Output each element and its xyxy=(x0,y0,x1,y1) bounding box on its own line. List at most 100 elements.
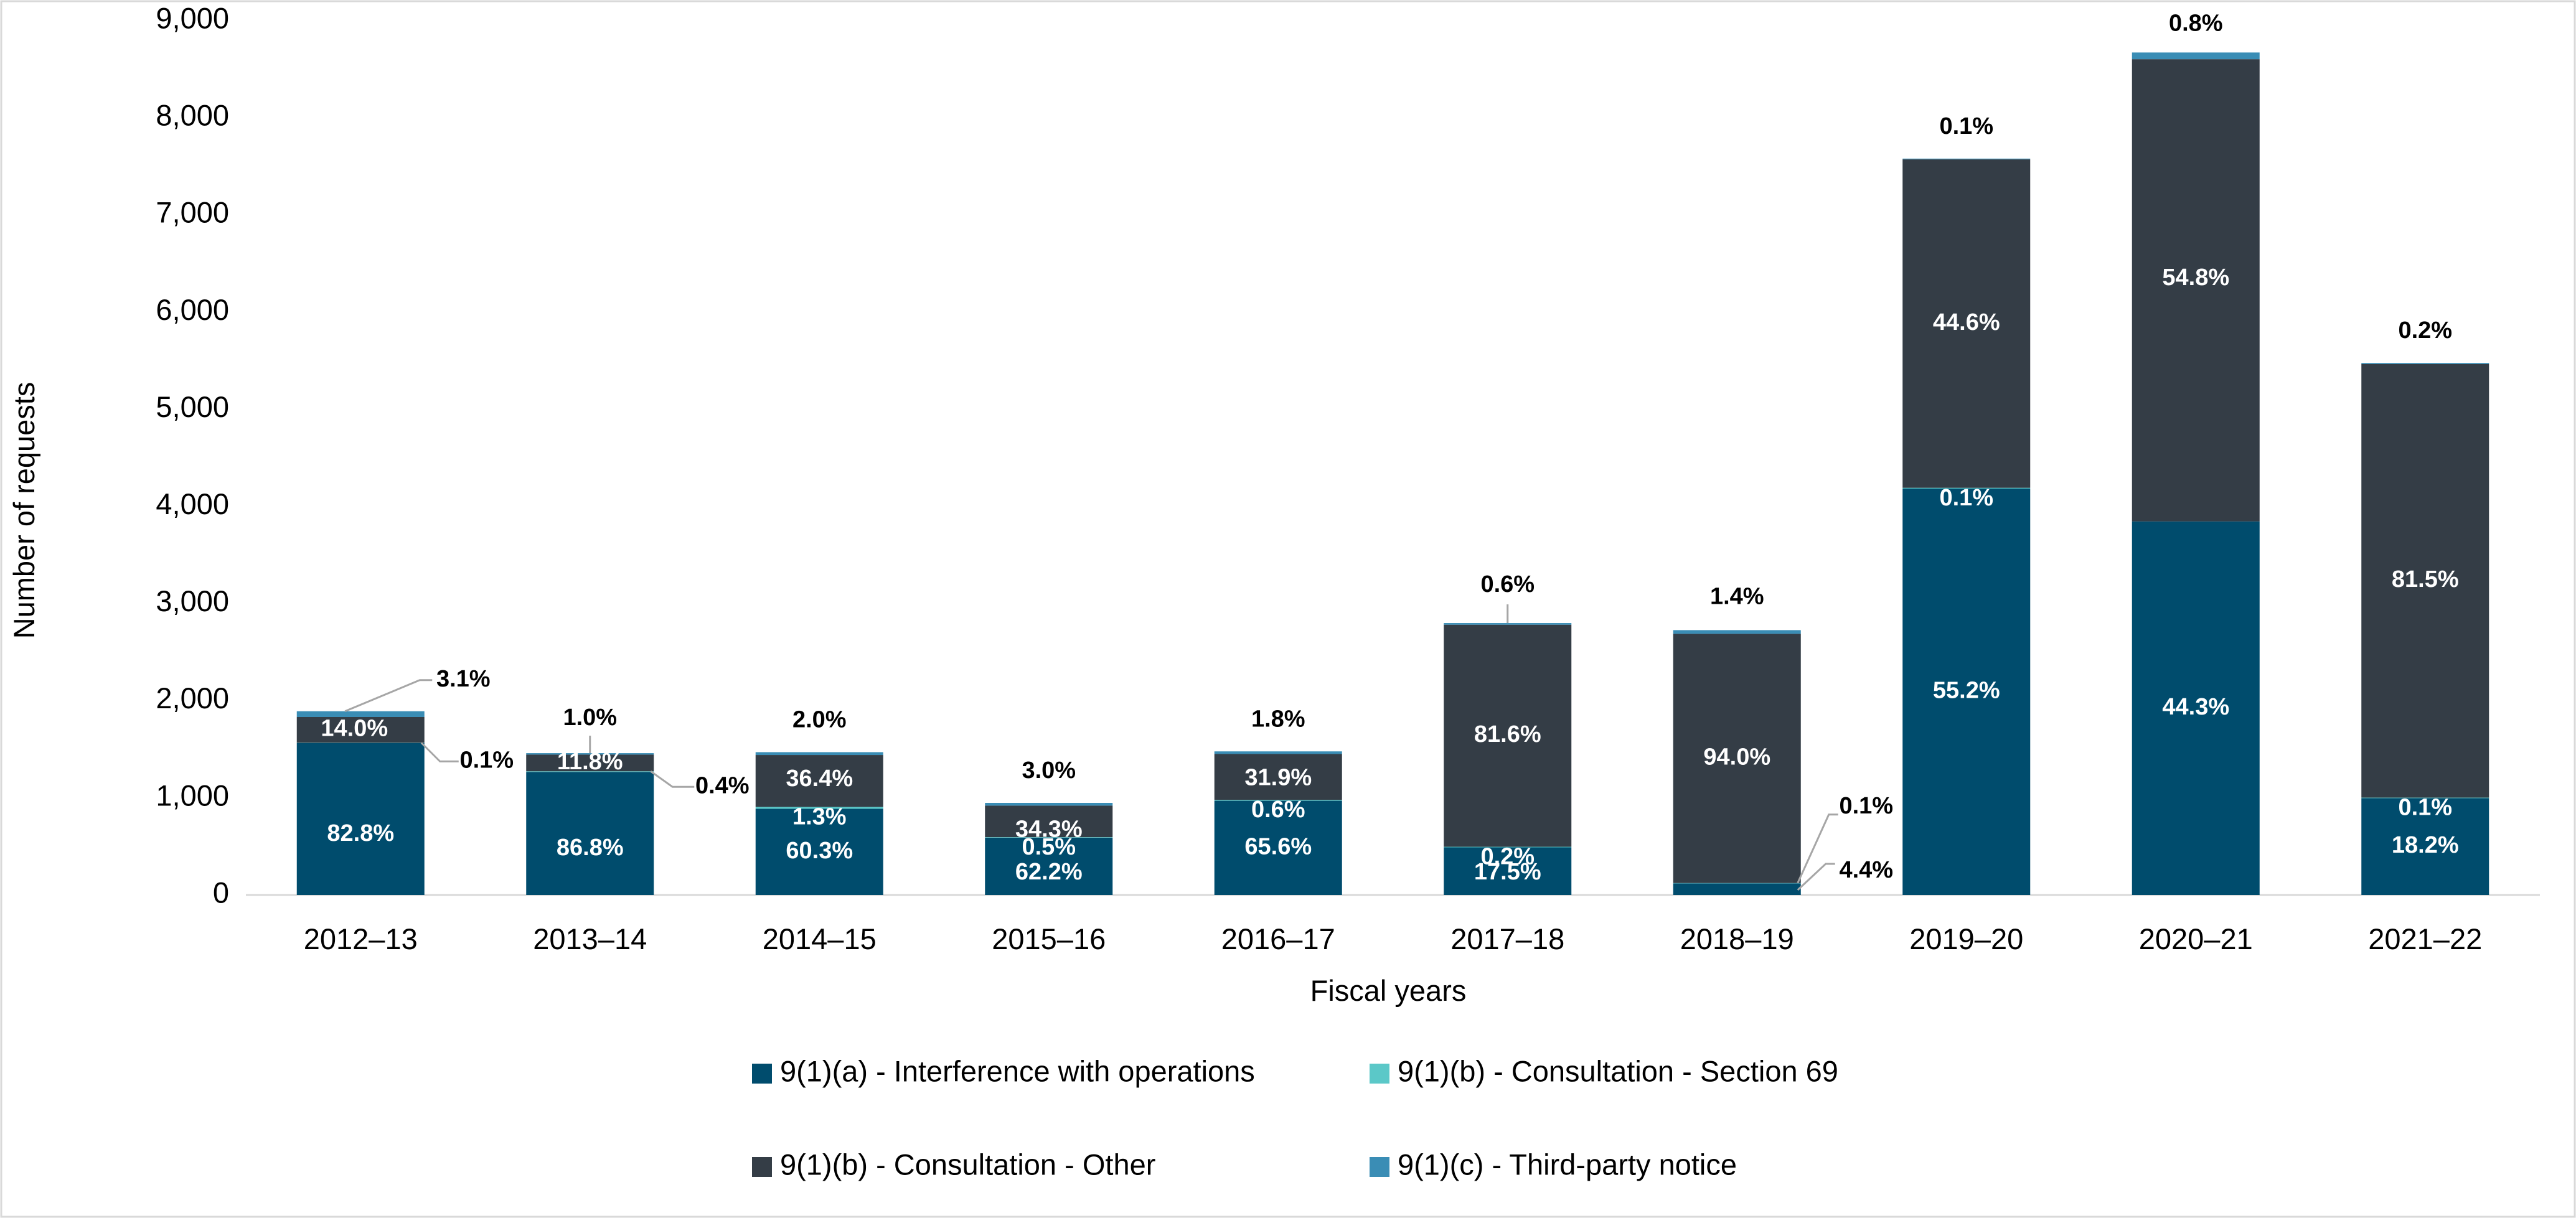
data-label-third-party: 0.8% xyxy=(2169,10,2223,36)
bar-segment xyxy=(1444,847,1572,895)
data-label-third-party: 2.0% xyxy=(792,707,847,733)
legend-label: 9(1)(c) - Third-party notice xyxy=(1398,1148,1737,1181)
legend-swatch xyxy=(1370,1064,1389,1084)
data-label-interference: 82.8% xyxy=(327,820,394,846)
y-tick-label: 2,000 xyxy=(156,682,229,714)
y-tick-label: 7,000 xyxy=(156,196,229,229)
data-label-interference: 55.2% xyxy=(1933,678,2000,704)
y-axis-title: Number of requests xyxy=(7,382,40,639)
legend: 9(1)(a) - Interference with operations 9(… xyxy=(752,1054,1838,1181)
data-labels: 82.8%14.0%0.1%3.1%86.8%11.8%0.4%1.0%60.3… xyxy=(321,10,2459,891)
data-label-third-party: 1.0% xyxy=(563,705,617,731)
x-tick-label: 2019–20 xyxy=(1909,922,2023,955)
bar-segment xyxy=(1902,159,2031,488)
bar-segment xyxy=(985,837,1113,895)
leader-line xyxy=(1797,813,1838,884)
data-label-consultation-other: 34.3% xyxy=(1015,816,1083,842)
bar-segment xyxy=(296,743,425,895)
data-label-consultation-s69: 0.5% xyxy=(1022,834,1076,860)
bar-segment xyxy=(755,808,883,895)
leader-line xyxy=(650,771,695,788)
data-label-interference: 17.5% xyxy=(1474,859,1541,885)
data-label-consultation-other: 54.8% xyxy=(2162,265,2229,291)
legend-swatch xyxy=(752,1157,772,1177)
bar-segment xyxy=(2361,797,2489,799)
data-label-consultation-other: 94.0% xyxy=(1703,744,1770,771)
data-label-consultation-s69: 0.1% xyxy=(2398,795,2452,821)
leader-line xyxy=(344,679,433,713)
bar-segment xyxy=(1444,623,1572,625)
bar-segment xyxy=(1214,800,1342,895)
x-tick-label: 2016–17 xyxy=(1221,922,1335,955)
bar-segment xyxy=(755,807,883,809)
data-label-third-party: 1.4% xyxy=(1710,583,1764,609)
data-label-interference: 4.4% xyxy=(1839,857,1893,883)
bar-segment xyxy=(2361,363,2489,798)
legend-swatch xyxy=(752,1064,772,1084)
legend-item: 9(1)(b) - Consultation - Other xyxy=(752,1148,1155,1181)
bar-segment xyxy=(1673,883,1801,895)
x-axis-title: Fiscal years xyxy=(1310,974,1467,1007)
legend-item: 9(1)(a) - Interference with operations xyxy=(752,1054,1255,1087)
data-label-consultation-other: 36.4% xyxy=(786,766,853,792)
data-label-interference: 18.2% xyxy=(2392,832,2459,858)
leader-line xyxy=(1797,863,1835,891)
data-label-third-party: 0.6% xyxy=(1480,571,1535,597)
bar-segment xyxy=(296,717,425,743)
y-tick-label: 3,000 xyxy=(156,584,229,617)
y-tick-label: 9,000 xyxy=(156,1,229,34)
x-tick-label: 2020–21 xyxy=(2139,922,2253,955)
x-tick-label: 2014–15 xyxy=(763,922,877,955)
legend-swatch xyxy=(1370,1157,1389,1177)
bar-segment xyxy=(985,837,1113,838)
bar-segment xyxy=(985,803,1113,806)
x-tick-label: 2018–19 xyxy=(1680,922,1794,955)
bar-segment xyxy=(526,772,654,895)
data-label-third-party: 0.1% xyxy=(1939,113,1993,139)
data-label-third-party: 0.2% xyxy=(2398,317,2452,344)
bar-segment xyxy=(755,752,883,756)
bar-segment xyxy=(526,753,654,755)
data-label-consultation-s69: 0.1% xyxy=(1839,793,1893,819)
bar-segment xyxy=(526,771,654,772)
legend-label: 9(1)(b) - Consultation - Section 69 xyxy=(1398,1054,1838,1087)
y-tick-label: 1,000 xyxy=(156,779,229,812)
bar-segment xyxy=(2132,521,2260,895)
bar-segment xyxy=(2361,363,2489,364)
y-tick-label: 4,000 xyxy=(156,487,229,520)
x-tick-label: 2013–14 xyxy=(533,922,647,955)
bar-segment xyxy=(1673,630,1801,634)
data-label-consultation-other: 81.5% xyxy=(2392,566,2459,593)
bar-segment xyxy=(985,805,1113,838)
bar-segment xyxy=(1673,634,1801,883)
bar-segment xyxy=(296,711,425,718)
data-label-interference: 86.8% xyxy=(557,835,624,861)
bar-segment xyxy=(2361,798,2489,895)
data-label-third-party: 1.8% xyxy=(1251,706,1305,732)
data-label-consultation-s69: 1.3% xyxy=(792,804,847,830)
data-label-third-party: 3.0% xyxy=(1022,757,1076,784)
data-label-interference: 60.3% xyxy=(786,838,853,864)
bar-segment xyxy=(1214,754,1342,800)
x-tick-label: 2012–13 xyxy=(304,922,418,955)
x-tick-label: 2015–16 xyxy=(992,922,1106,955)
data-label-interference: 65.6% xyxy=(1244,833,1312,860)
bar-segment xyxy=(1214,751,1342,754)
bar-segment xyxy=(1902,488,2031,895)
y-tick-label: 6,000 xyxy=(156,293,229,326)
data-label-consultation-other: 14.0% xyxy=(321,716,388,742)
leader-line xyxy=(420,742,459,762)
data-label-consultation-other: 31.9% xyxy=(1244,765,1312,791)
bar-segment xyxy=(1902,487,2031,489)
bar-segment xyxy=(2132,52,2260,60)
bar-segment xyxy=(526,754,654,772)
data-label-consultation-s69: 0.2% xyxy=(1480,844,1535,870)
legend-label: 9(1)(a) - Interference with operations xyxy=(780,1054,1255,1087)
x-tick-label: 2017–18 xyxy=(1450,922,1564,955)
data-label-consultation-other: 44.6% xyxy=(1933,309,2000,335)
legend-item: 9(1)(b) - Consultation - Section 69 xyxy=(1370,1054,1838,1087)
x-tick-label: 2021–22 xyxy=(2368,922,2482,955)
